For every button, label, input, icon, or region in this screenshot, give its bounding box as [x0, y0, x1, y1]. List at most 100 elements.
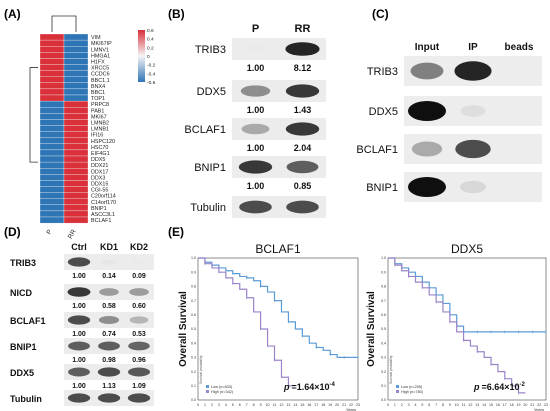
- heatmap-gene-label: EIF4G1: [91, 151, 110, 157]
- blot-d-quant-value: 0.74: [102, 331, 116, 338]
- panel-a-heatmap: VIMMKI67IPLMNV1HMGA1H1FXXRCC5CCDC6BBC1.1…: [29, 15, 156, 240]
- blot-b-quant-value: 1.00: [247, 143, 265, 153]
- survival-x-tick: 19: [328, 403, 332, 407]
- heatmap-gene-label: PAB1: [91, 108, 104, 114]
- survival-x-tick: 10: [266, 403, 270, 407]
- survival-y-tick: 0.1: [381, 384, 386, 388]
- survival-x-tick: 4: [225, 403, 227, 407]
- heatmap-cell-rr: [63, 33, 89, 41]
- survival-x-tick: 9: [449, 403, 451, 407]
- survival-plot-frame: [387, 257, 547, 401]
- heatmap-cell-p: [39, 198, 65, 205]
- blot-d-band: [99, 288, 119, 296]
- blot-b-band: [241, 123, 270, 135]
- survival-x-axis-label: Years: [346, 407, 356, 411]
- survival-x-tick: 19: [517, 403, 521, 407]
- survival-x-tick: 7: [246, 403, 248, 407]
- heatmap-gene-label: CCDC6: [91, 72, 110, 78]
- heatmap-cell-rr: [63, 131, 89, 138]
- heatmap-column-label: RR: [67, 228, 78, 240]
- survival-curve-high: [198, 257, 296, 387]
- survival-y-tick: 0.4: [191, 341, 196, 345]
- heatmap-gene-label: HSC70: [91, 145, 108, 151]
- blot-c-column-label: Input: [415, 42, 440, 53]
- heatmap-gene-label: MKI67IP: [91, 41, 112, 47]
- blot-d-quant-value: 0.60: [132, 303, 146, 310]
- blot-b-row-label: DDX5: [197, 86, 226, 98]
- survival-x-tick: 17: [503, 403, 507, 407]
- heatmap-cell-rr: [63, 137, 89, 144]
- survival-x-tick: 4: [414, 403, 416, 407]
- survival-x-tick: 0: [197, 403, 199, 407]
- survival-plot-frame: [197, 257, 359, 401]
- blot-d-row-label: BNIP1: [10, 342, 37, 352]
- survival-x-tick: 0: [387, 403, 389, 407]
- blot-b-band: [285, 84, 320, 98]
- color-scale-tick: 0.4: [147, 37, 154, 43]
- blot-b-band: [286, 160, 319, 174]
- heatmap-cell-rr: [63, 155, 89, 163]
- heatmap-gene-label: BBC1.1: [91, 78, 110, 84]
- heatmap-cell-p: [39, 33, 65, 41]
- heatmap-cell-p: [39, 58, 65, 65]
- blot-d-quant-value: 0.09: [132, 273, 146, 280]
- heatmap-cell-p: [39, 88, 65, 96]
- heatmap-gene-label: DDX5: [91, 157, 105, 163]
- survival-x-axis-label: Years: [534, 407, 544, 411]
- survival-inner-y-label: Survival probability: [199, 355, 203, 384]
- blot-d-column-label: KD1: [100, 242, 118, 252]
- survival-y-tick: 0.8: [381, 285, 386, 289]
- survival-inner-y-label: Survival probability: [389, 355, 393, 384]
- heatmap-cell-rr: [63, 52, 89, 59]
- heatmap-gene-label: HSPC120: [91, 139, 115, 145]
- heatmap-cell-rr: [63, 82, 89, 90]
- heatmap-gene-label: DDX21: [91, 163, 108, 169]
- heatmap-cell-p: [39, 107, 65, 114]
- p-number: =6.64×10: [482, 382, 520, 392]
- heatmap-cell-p: [39, 94, 65, 102]
- survival-x-tick: 1: [394, 403, 396, 407]
- blot-b-quant-value: 1.00: [247, 105, 265, 115]
- survival-plot-title: DDX5: [451, 242, 483, 256]
- blot-d-row-label: NICD: [10, 288, 32, 298]
- heatmap-column-label: P: [45, 229, 53, 236]
- heatmap-cell-rr: [63, 168, 89, 175]
- survival-x-tick: 2: [211, 403, 213, 407]
- blot-d-quant-value: 0.96: [132, 357, 146, 364]
- survival-y-tick: 0.2: [191, 370, 196, 374]
- blot-b-quant-value: 1.43: [294, 105, 312, 115]
- blot-b-quant-value: 1.00: [247, 63, 265, 73]
- heatmap-cell-p: [39, 125, 65, 132]
- blot-d-strip: [64, 254, 154, 270]
- survival-x-tick: 18: [510, 403, 514, 407]
- p-number: =1.64×10: [292, 382, 330, 392]
- panel-b-western-blot: P RR TRIB3 1.00 8.12 DDX5 1.00 1.43 BCLAF1 1.00 2.…: [184, 23, 326, 218]
- heatmap-cell-p: [39, 113, 65, 120]
- blot-d-row-label: DDX5: [10, 368, 34, 378]
- blot-c-band: [459, 180, 487, 194]
- blot-b-quant-value: 8.12: [294, 63, 312, 73]
- legend-swatch: [206, 385, 209, 388]
- blot-d-quant-value: 1.00: [72, 303, 86, 310]
- blot-d-band: [129, 316, 149, 324]
- color-scale-tick: 0: [147, 54, 150, 60]
- heatmap-cell-p: [39, 155, 65, 163]
- blot-d-band: [98, 315, 120, 325]
- blot-c-band: [455, 139, 491, 159]
- survival-y-tick: 0.7: [381, 299, 386, 303]
- blot-d-band: [127, 367, 151, 377]
- heatmap-gene-label: LMNB2: [91, 121, 109, 127]
- color-scale-tick: -0.6: [147, 80, 156, 86]
- survival-y-tick: 0.8: [191, 285, 196, 289]
- blot-d-row-label: BCLAF1: [10, 316, 46, 326]
- dendrogram-top: [51, 15, 77, 32]
- heatmap-cell-rr: [63, 192, 89, 199]
- survival-y-tick: 0.2: [381, 370, 386, 374]
- legend-swatch: [396, 385, 399, 388]
- blot-b-row-label: TRIB3: [195, 44, 226, 56]
- heatmap-cell-p: [39, 137, 65, 144]
- heatmap-gene-label: BNX4: [91, 84, 105, 90]
- survival-y-tick: 0.5: [191, 327, 196, 331]
- blot-d-quant-value: 0.58: [102, 303, 116, 310]
